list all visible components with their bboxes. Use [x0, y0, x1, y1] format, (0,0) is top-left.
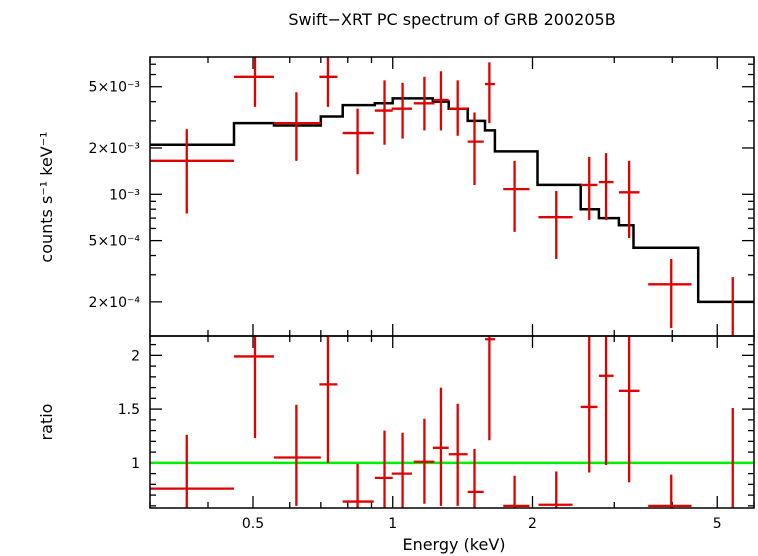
- model-step-line: [150, 97, 754, 304]
- y-tick-label: 2×10⁻³: [89, 141, 140, 157]
- y-tick-label: 1: [131, 456, 140, 472]
- y-axis-label-counts: counts s⁻¹ keV⁻¹: [37, 131, 56, 262]
- x-tick-label: 2: [528, 516, 537, 532]
- x-tick-label: 0.5: [242, 516, 264, 532]
- ratio-panel-frame: [149, 335, 755, 509]
- y-axis-label-ratio: ratio: [37, 404, 56, 441]
- y-tick-label: 5×10⁻³: [89, 80, 140, 96]
- spectrum-panel: 5×10⁻³ 2×10⁻³ 10⁻³ 5×10⁻⁴ 2×10⁻⁴: [89, 56, 755, 337]
- y-tick-label: 10⁻³: [109, 187, 140, 203]
- x-tick-label: 5: [713, 516, 722, 532]
- y-tick-label: 1.5: [118, 402, 140, 418]
- chart-title: Swift−XRT PC spectrum of GRB 200205B: [288, 10, 615, 29]
- spectrum-panel-frame: [149, 56, 755, 337]
- y-tick-label: 5×10⁻⁴: [89, 234, 141, 250]
- y-tick-label: 2×10⁻⁴: [89, 295, 141, 311]
- x-tick-label: 1: [388, 516, 397, 532]
- y-tick-label: 2: [131, 348, 140, 364]
- ratio-panel: 0.5 1 2 5 2 1.5 1: [118, 335, 755, 532]
- x-axis-label: Energy (keV): [402, 535, 505, 554]
